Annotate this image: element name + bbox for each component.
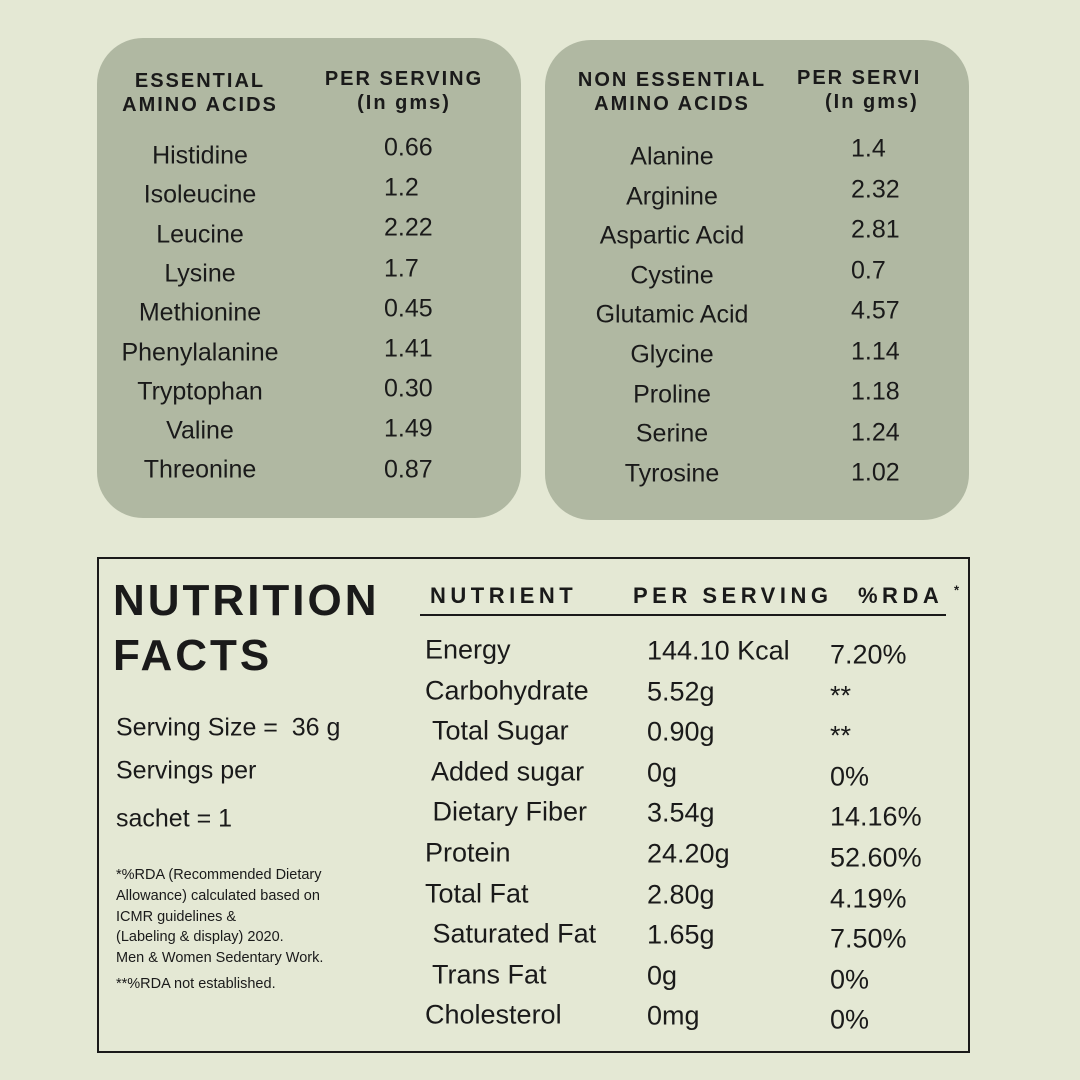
nutrient-name: Trans Fat [425,959,547,990]
amino-value: 0.66 [384,133,433,162]
column-header: AMINO ACIDS [122,94,278,116]
amino-name: Tyrosine [624,459,720,488]
serving-info: Serving Size = 36 g [116,713,341,742]
amino-name: Methionine [138,298,262,327]
nutrient-rda: 0% [830,761,870,792]
footnote: (Labeling & display) 2020. [116,929,284,946]
essential-panel [97,38,521,518]
rda-mark: * [954,582,960,598]
amino-value: 1.7 [384,254,419,283]
nutrient-rda: 0% [830,964,870,995]
column-header: PER SERVING [324,68,484,90]
footnote: Men & Women Sedentary Work. [116,949,324,966]
nutrient-amount: 24.20g [647,838,730,869]
nutrient-name: Energy [425,634,511,665]
amino-name: Arginine [626,182,718,211]
nutrient-name: Carbohydrate [425,675,589,706]
nutrient-name: Total Fat [425,878,529,909]
nutrient-rda: 0% [830,1004,870,1035]
non-essential-panel [545,40,969,520]
amino-value: 1.14 [851,337,900,365]
nutrient-amount: 0mg [647,1000,700,1031]
serving-info: sachet = 1 [116,804,233,833]
nutrition-title: NUTRITION [113,576,380,625]
amino-name: Alanine [630,142,714,171]
amino-name: Glutamic Acid [595,300,749,329]
nutrient-rda: 52.60% [830,842,922,873]
nutrient-amount: 5.52g [647,676,715,707]
nutrient-amount: 0g [647,960,678,991]
amino-name: Threonine [143,455,257,484]
amino-name: Isoleucine [143,180,257,209]
column-header: NON ESSENTIAL [577,69,767,91]
amino-value: 1.02 [851,458,900,487]
amino-value: 0.30 [384,374,433,403]
nutrient-name: Dietary Fiber [425,796,588,827]
amino-value: 0.45 [384,294,433,323]
amino-name: Aspartic Acid [599,221,745,250]
nutrient-amount: 0.90g [647,716,715,747]
nutrition-box [97,557,970,1053]
amino-value: 0.87 [384,455,433,484]
amino-value: 1.24 [851,418,900,446]
amino-name: Phenylalanine [121,338,279,366]
amino-value: 4.57 [851,296,900,325]
amino-name: Glycine [630,340,714,369]
amino-name: Tryptophan [137,377,263,406]
amino-value: 1.49 [384,414,433,443]
amino-value: 1.41 [384,334,433,363]
column-header: (In gms) [825,91,919,113]
footnote: Allowance) calculated based on [116,887,320,904]
column-header: AMINO ACIDS [594,93,750,115]
amino-name: Valine [166,416,234,445]
footnote: ICMR guidelines & [116,908,237,925]
amino-value: 1.2 [384,173,419,202]
column-header: NUTRIENT [430,583,578,608]
nutrient-rda: ** [830,720,852,751]
nutrient-name: Protein [425,837,511,868]
nutrient-rda: 7.50% [830,923,907,954]
nutrient-amount: 1.65g [647,919,715,950]
amino-name: Cystine [630,261,714,290]
nutrient-amount: 144.10 Kcal [647,635,790,666]
nutrient-name: Added sugar [425,756,585,787]
footnote: *%RDA (Recommended Dietary [116,866,322,883]
column-header: PER SERVING [633,583,833,608]
amino-name: Proline [633,380,711,409]
amino-value: 1.18 [851,377,900,406]
amino-value: 2.22 [384,213,433,242]
amino-name: Histidine [152,141,248,170]
footnote: **%RDA not established. [116,975,276,992]
column-header: PER SERVI [797,67,922,89]
amino-value: 2.32 [851,175,900,203]
nutrient-name: Saturated Fat [425,918,597,949]
amino-name: Serine [635,419,709,448]
nutrient-amount: 0g [647,757,678,788]
nutrient-name: Cholesterol [425,999,562,1030]
header-rule [420,614,946,616]
nutrient-amount: 2.80g [647,879,715,910]
column-header: %RDA [858,583,944,608]
amino-name: Leucine [156,220,244,249]
nutrition-title: FACTS [113,631,273,680]
amino-value: 0.7 [851,256,886,284]
amino-name: Lysine [164,259,236,288]
nutrient-rda: 4.19% [830,883,907,914]
serving-info: Servings per [116,756,257,785]
column-header: (In gms) [357,92,451,114]
nutrient-rda: 7.20% [830,639,907,670]
column-header: ESSENTIAL [134,70,266,92]
amino-value: 2.81 [851,215,900,244]
nutrient-amount: 3.54g [647,797,715,828]
nutrient-name: Total Sugar [425,715,569,746]
amino-value: 1.4 [851,134,886,163]
nutrient-rda: ** [830,680,852,711]
nutrient-rda: 14.16% [830,801,922,832]
